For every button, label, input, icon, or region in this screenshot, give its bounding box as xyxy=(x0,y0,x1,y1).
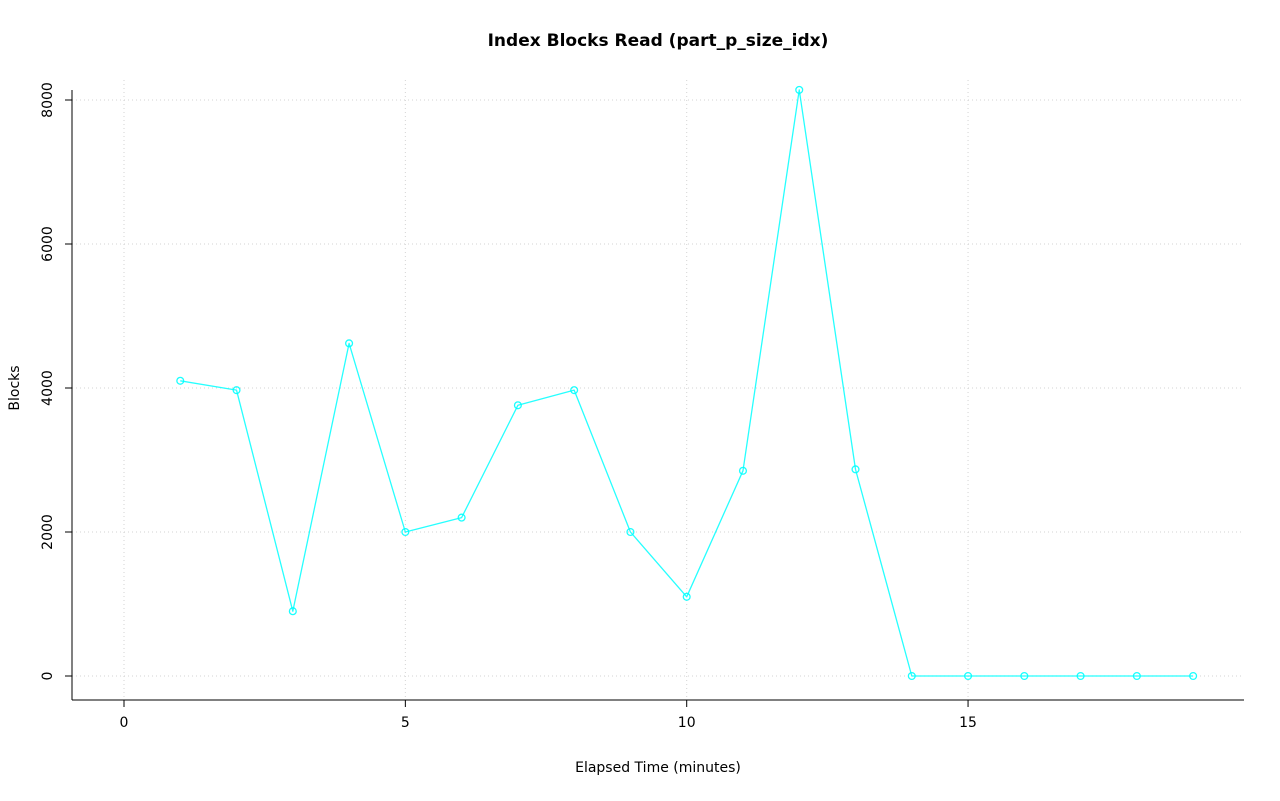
data-point xyxy=(570,386,579,395)
y-tick-label: 8000 xyxy=(40,82,56,118)
y-tick-label: 6000 xyxy=(40,226,56,262)
data-point xyxy=(738,466,748,475)
grid-layer xyxy=(72,80,1244,700)
data-point xyxy=(682,592,691,601)
data-point xyxy=(626,527,635,537)
y-tick-label: 0 xyxy=(40,672,56,681)
data-point xyxy=(1020,671,1029,681)
y-axis-label: Blocks xyxy=(7,365,23,410)
data-point xyxy=(457,513,466,522)
chart-title: Index Blocks Read (part_p_size_idx) xyxy=(488,31,829,51)
data-point xyxy=(851,465,860,474)
data-point xyxy=(345,339,354,348)
x-tick-label: 10 xyxy=(678,715,696,731)
y-tick-label: 4000 xyxy=(40,370,56,406)
data-series-layer xyxy=(176,85,1198,681)
data-point xyxy=(963,671,973,681)
x-axis-label: Elapsed Time (minutes) xyxy=(575,760,741,776)
data-point xyxy=(795,85,804,94)
x-tick-label: 5 xyxy=(401,715,410,731)
data-point xyxy=(513,401,522,410)
x-tick-label: 15 xyxy=(959,715,977,731)
data-point xyxy=(907,671,916,681)
data-point xyxy=(1132,671,1141,681)
data-line xyxy=(180,89,1194,677)
data-point xyxy=(176,376,185,385)
x-tick-label: 0 xyxy=(120,715,129,731)
axis-layer: 0 5 10 15 0 2000 4000 6000 8000 xyxy=(40,82,1244,731)
data-point xyxy=(1076,671,1085,681)
y-tick-label: 2000 xyxy=(40,514,56,550)
data-point xyxy=(288,607,297,616)
data-point xyxy=(232,386,241,395)
data-point xyxy=(401,527,410,537)
data-point xyxy=(1189,671,1198,681)
